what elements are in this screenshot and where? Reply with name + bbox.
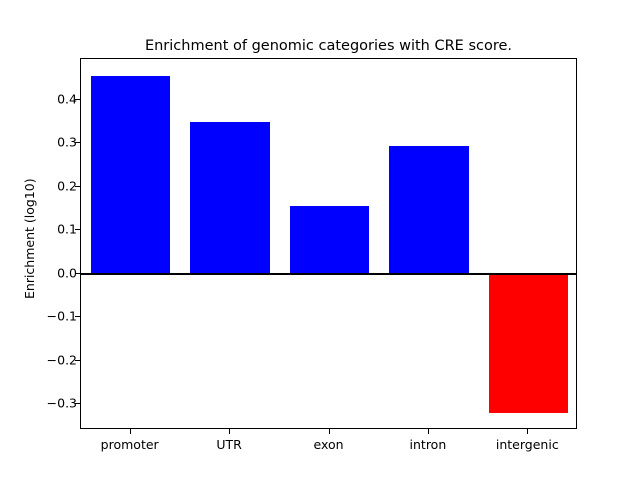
x-tick-label-UTR: UTR [216, 437, 242, 452]
plot-area [80, 58, 577, 429]
y-tick-label: −0.3 [46, 395, 77, 411]
y-tick-label: 0.1 [57, 221, 77, 237]
y-tick-mark [75, 185, 80, 187]
x-tick-mark [427, 429, 429, 434]
bar-intergenic [488, 273, 569, 414]
y-axis-label: Enrichment (log10) [22, 178, 37, 300]
y-tick-mark [75, 403, 80, 405]
bar-intron [389, 145, 469, 274]
x-tick-label-intergenic: intergenic [495, 437, 559, 452]
x-tick-mark [229, 429, 231, 434]
x-tick-label-exon: exon [313, 437, 344, 452]
chart-title: Enrichment of genomic categories with CR… [144, 38, 513, 54]
y-tick-label: 0.0 [57, 265, 77, 281]
x-tick-label-intron: intron [409, 437, 447, 452]
zero-baseline [81, 272, 576, 275]
y-tick-label: 0.4 [57, 91, 77, 107]
x-tick-mark [527, 429, 529, 434]
bar-promoter [90, 75, 171, 274]
x-tick-label-promoter: promoter [100, 437, 159, 452]
bar-UTR [190, 121, 270, 274]
y-tick-label: −0.1 [46, 308, 77, 324]
y-tick-label: 0.3 [57, 134, 77, 150]
y-tick-mark [75, 272, 80, 274]
y-tick-mark [75, 316, 80, 318]
x-tick-mark [328, 429, 330, 434]
y-tick-label: 0.2 [57, 178, 77, 194]
x-tick-mark [129, 429, 131, 434]
bar-exon [289, 206, 370, 274]
y-tick-mark [75, 359, 80, 361]
y-tick-mark [75, 142, 80, 144]
y-tick-mark [75, 229, 80, 231]
y-tick-label: −0.2 [46, 352, 77, 368]
y-tick-mark [75, 98, 80, 100]
